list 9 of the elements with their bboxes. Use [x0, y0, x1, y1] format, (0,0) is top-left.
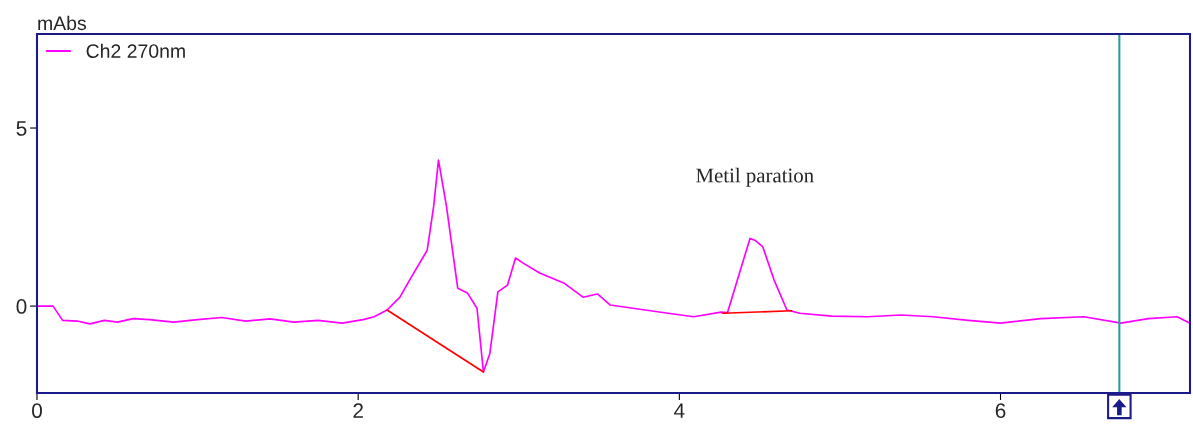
y-tick-label: 5	[16, 121, 27, 136]
x-tick-label: 4	[674, 403, 685, 418]
legend-label: Ch2 270nm	[86, 43, 185, 58]
line-series	[37, 159, 1190, 373]
y-axis-title: mAbs	[38, 15, 86, 31]
x-tick-label: 2	[353, 403, 363, 418]
annotation: Metil paration	[696, 167, 814, 187]
x-tick-label: 0	[32, 403, 42, 419]
x-tick-label: 6	[995, 403, 1006, 419]
